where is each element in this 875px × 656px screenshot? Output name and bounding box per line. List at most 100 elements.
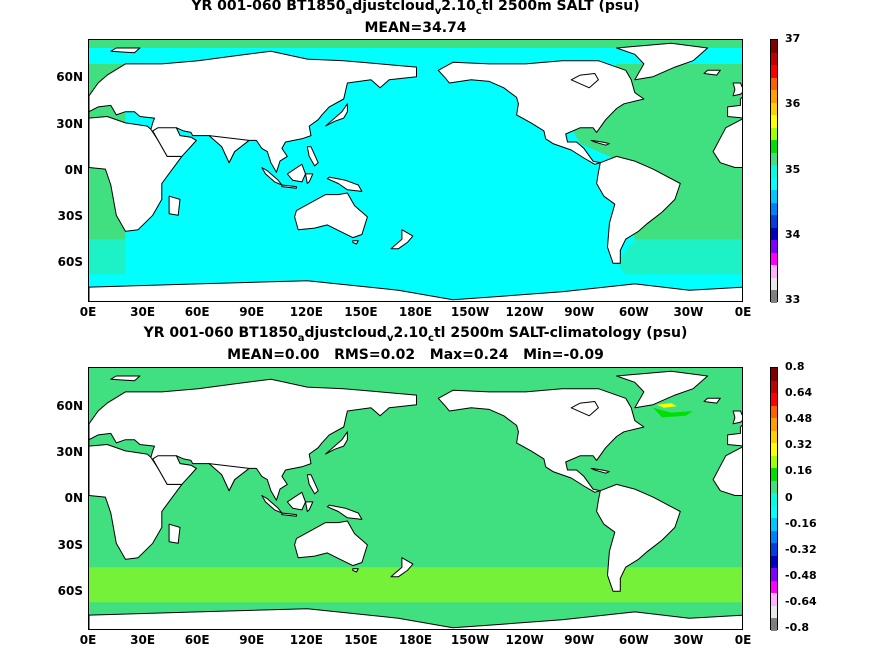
- land-greenland: [616, 42, 709, 81]
- land-antarctica: [89, 280, 742, 301]
- land-south-america: [596, 483, 681, 592]
- land-europe-west: [727, 96, 742, 119]
- panel2-colorbar-label: 0.32: [785, 438, 813, 452]
- land-philippines: [306, 474, 319, 495]
- land-uk: [732, 410, 742, 425]
- panel2-lon-label: 90W: [564, 633, 595, 647]
- land-tasmania: [352, 240, 359, 245]
- colorbar-swatch: [771, 505, 777, 519]
- panel2-colorbar-label: -0.16: [785, 516, 817, 530]
- colorbar-swatch: [771, 277, 777, 291]
- land-iceland: [703, 69, 721, 76]
- panel1-colorbar-label: 33: [785, 293, 801, 306]
- colorbar-swatch: [771, 380, 777, 394]
- colorbar-swatch: [771, 393, 777, 407]
- colorbar-swatch: [771, 227, 777, 241]
- panel2-subtitle: MEAN=0.00 RMS=0.02 Max=0.24 Min=-0.09: [227, 347, 604, 363]
- land-japan: [325, 103, 348, 127]
- southern-ocean-band: [89, 239, 742, 275]
- north-atlantic-max-anomaly: [656, 403, 677, 408]
- land-hudson: [570, 73, 599, 89]
- panel1-lon-label: 0E: [79, 305, 97, 319]
- panel2-lon-label: 90E: [239, 633, 265, 647]
- land-africa-west: [712, 118, 742, 168]
- panel2-map: [88, 367, 743, 630]
- land-cuba: [590, 139, 610, 146]
- panel2-lat-60N: 60N: [56, 399, 83, 413]
- colorbar-swatch: [771, 252, 777, 266]
- panel1-lon-label: 30W: [673, 305, 704, 319]
- panel2-lat-30S: 30S: [57, 538, 83, 552]
- land-sulawesi: [305, 501, 314, 512]
- panel2-lon-label: 60W: [618, 633, 649, 647]
- land-india: [208, 463, 250, 492]
- panel2-lon-label: 0E: [734, 633, 752, 647]
- land-sulawesi: [305, 173, 314, 184]
- colorbar-swatch: [771, 115, 777, 129]
- panel2-colorbar-label: 0: [785, 490, 793, 504]
- panel2-lat-30N: 30N: [56, 445, 83, 459]
- colorbar-swatch: [771, 90, 777, 104]
- panel1-lat-30N: 30N: [56, 117, 83, 131]
- land-svalbard: [110, 375, 141, 382]
- land-india: [208, 135, 250, 164]
- land-madagascar: [168, 523, 181, 544]
- land-antarctica: [89, 608, 742, 629]
- panel1-colorbar-label: 36: [785, 97, 801, 111]
- land-south-america: [596, 155, 681, 264]
- land-uk: [732, 82, 742, 97]
- panel1-lon-label: 60W: [618, 305, 649, 319]
- land-australia: [294, 192, 368, 239]
- panel1-title: YR 001-060 BT1850adjustcloudv2.10ctl 250…: [191, 0, 640, 17]
- panel2-colorbar-label: 0.16: [785, 464, 813, 478]
- colorbar-swatch: [771, 52, 777, 66]
- land-svalbard: [110, 47, 141, 54]
- colorbar-swatch: [771, 543, 777, 557]
- panel2-map-svg: [89, 368, 742, 629]
- southern-ocean-band: [89, 567, 742, 603]
- arctic-band: [89, 40, 742, 48]
- land-iceland: [703, 397, 721, 404]
- colorbar-swatch: [771, 580, 777, 594]
- panel1-map: [88, 39, 743, 302]
- panel1-map-svg: [89, 40, 742, 301]
- land-africa: [89, 444, 183, 560]
- panel2-lon-label: 30E: [130, 633, 156, 647]
- panel2-colorbar-label: -0.48: [785, 568, 817, 582]
- panel2-lon-label: 30W: [673, 633, 704, 647]
- colorbar-swatch: [771, 368, 777, 382]
- panel1-lon-label: 90W: [564, 305, 595, 319]
- panel2-lon-label: 120E: [289, 633, 323, 647]
- atlantic-ocean-field: [571, 63, 742, 275]
- panel1-lon-label: 90E: [239, 305, 265, 319]
- colorbar-swatch: [771, 152, 777, 166]
- panel1-colorbar-label: 35: [785, 162, 801, 176]
- panel2-colorbar-label: -0.32: [785, 542, 817, 556]
- panel1-lat-0N: 0N: [64, 163, 83, 177]
- north-atlantic-positive-anomaly: [653, 407, 694, 418]
- colorbar-swatch: [771, 593, 777, 607]
- panel1-lat-60N: 60N: [56, 70, 83, 84]
- land-hudson: [570, 401, 599, 417]
- panel2-lat-0N: 0N: [64, 491, 83, 505]
- colorbar-swatch: [771, 65, 777, 79]
- panel1-lon-label: 120W: [505, 305, 544, 319]
- panel1-lon-label: 150W: [450, 305, 490, 319]
- colorbar-swatch: [771, 605, 777, 619]
- panel1-lon-label: 180E: [398, 305, 433, 319]
- panel1-subtitle: MEAN=34.74: [364, 20, 467, 36]
- land-north-america: [437, 388, 645, 493]
- colorbar-swatch: [771, 480, 777, 494]
- panel2-lon-label: 120W: [505, 633, 544, 647]
- panel2-title: YR 001-060 BT1850adjustcloudv2.10ctl 250…: [143, 325, 688, 344]
- colorbar-swatch: [771, 518, 777, 532]
- panel1-lon-label: 0E: [734, 305, 752, 319]
- land-australia: [294, 520, 368, 567]
- land-philippines: [306, 146, 319, 167]
- atlantic-ocean-field: [571, 391, 742, 603]
- colorbar-swatch: [771, 555, 777, 569]
- colorbar-swatch: [771, 443, 777, 457]
- colorbar-swatch: [771, 40, 777, 54]
- colorbar-swatch: [771, 165, 777, 179]
- arctic-band: [89, 368, 742, 376]
